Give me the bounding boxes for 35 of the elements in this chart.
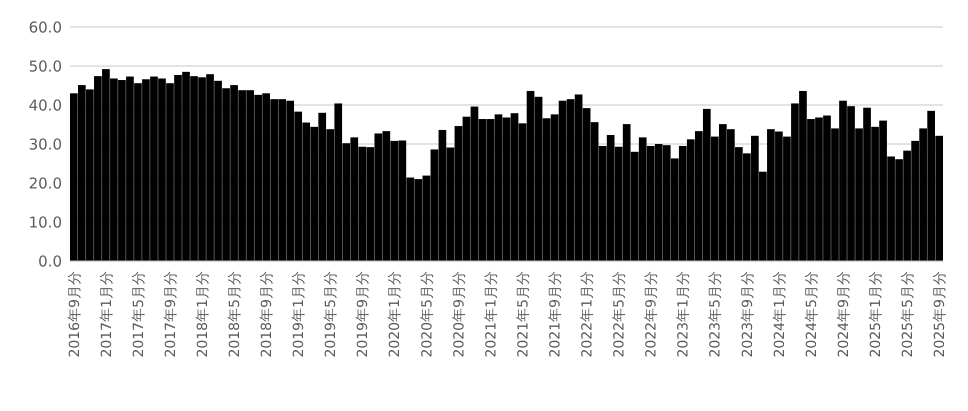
x-tick-label: 2025年9月分 xyxy=(932,271,948,358)
x-tick-label: 2021年9月分 xyxy=(547,271,564,358)
x-tick-label: 2024年5月分 xyxy=(804,271,820,358)
x-tick-label: 2019年1月分 xyxy=(291,271,308,358)
x-tick-label: 2018年5月分 xyxy=(226,271,243,358)
x-tick-label: 2017年1月分 xyxy=(98,271,115,358)
y-tick-label: 0.0 xyxy=(38,252,62,270)
x-tick-label: 2020年9月分 xyxy=(451,271,468,358)
y-tick-label: 60.0 xyxy=(28,18,62,36)
x-tick-label: 2016年9月分 xyxy=(66,271,83,358)
x-tick-label: 2020年5月分 xyxy=(419,271,436,358)
x-tick-label: 2022年5月分 xyxy=(612,271,628,358)
y-tick-label: 30.0 xyxy=(28,135,62,154)
x-tick-label: 2025年5月分 xyxy=(900,271,916,358)
y-tick-label: 40.0 xyxy=(28,96,62,114)
x-tick-label: 2023年9月分 xyxy=(740,271,756,358)
x-tick-label: 2020年1月分 xyxy=(387,271,404,358)
x-tick-label: 2022年9月分 xyxy=(644,271,660,358)
x-tick-label: 2024年1月分 xyxy=(772,271,788,358)
x-tick-label: 2024年9月分 xyxy=(836,271,852,358)
x-tick-label: 2022年1月分 xyxy=(580,271,596,358)
x-tick-label: 2021年5月分 xyxy=(515,271,532,358)
y-tick-label: 20.0 xyxy=(28,174,62,192)
x-tick-label: 2017年5月分 xyxy=(130,271,147,358)
y-tick-label: 50.0 xyxy=(28,57,62,76)
x-tick-label: 2023年5月分 xyxy=(708,271,724,358)
y-tick-label: 10.0 xyxy=(28,213,62,232)
x-tick-label: 2018年1月分 xyxy=(194,271,211,358)
x-tick-label: 2019年9月分 xyxy=(355,271,372,358)
x-tick-label: 2025年1月分 xyxy=(868,271,884,358)
x-tick-label: 2019年5月分 xyxy=(323,271,340,358)
x-tick-label: 2018年9月分 xyxy=(259,271,276,358)
x-tick-label: 2017年9月分 xyxy=(162,271,179,358)
x-tick-label: 2021年1月分 xyxy=(483,271,500,358)
x-tick-label: 2023年1月分 xyxy=(676,271,692,358)
